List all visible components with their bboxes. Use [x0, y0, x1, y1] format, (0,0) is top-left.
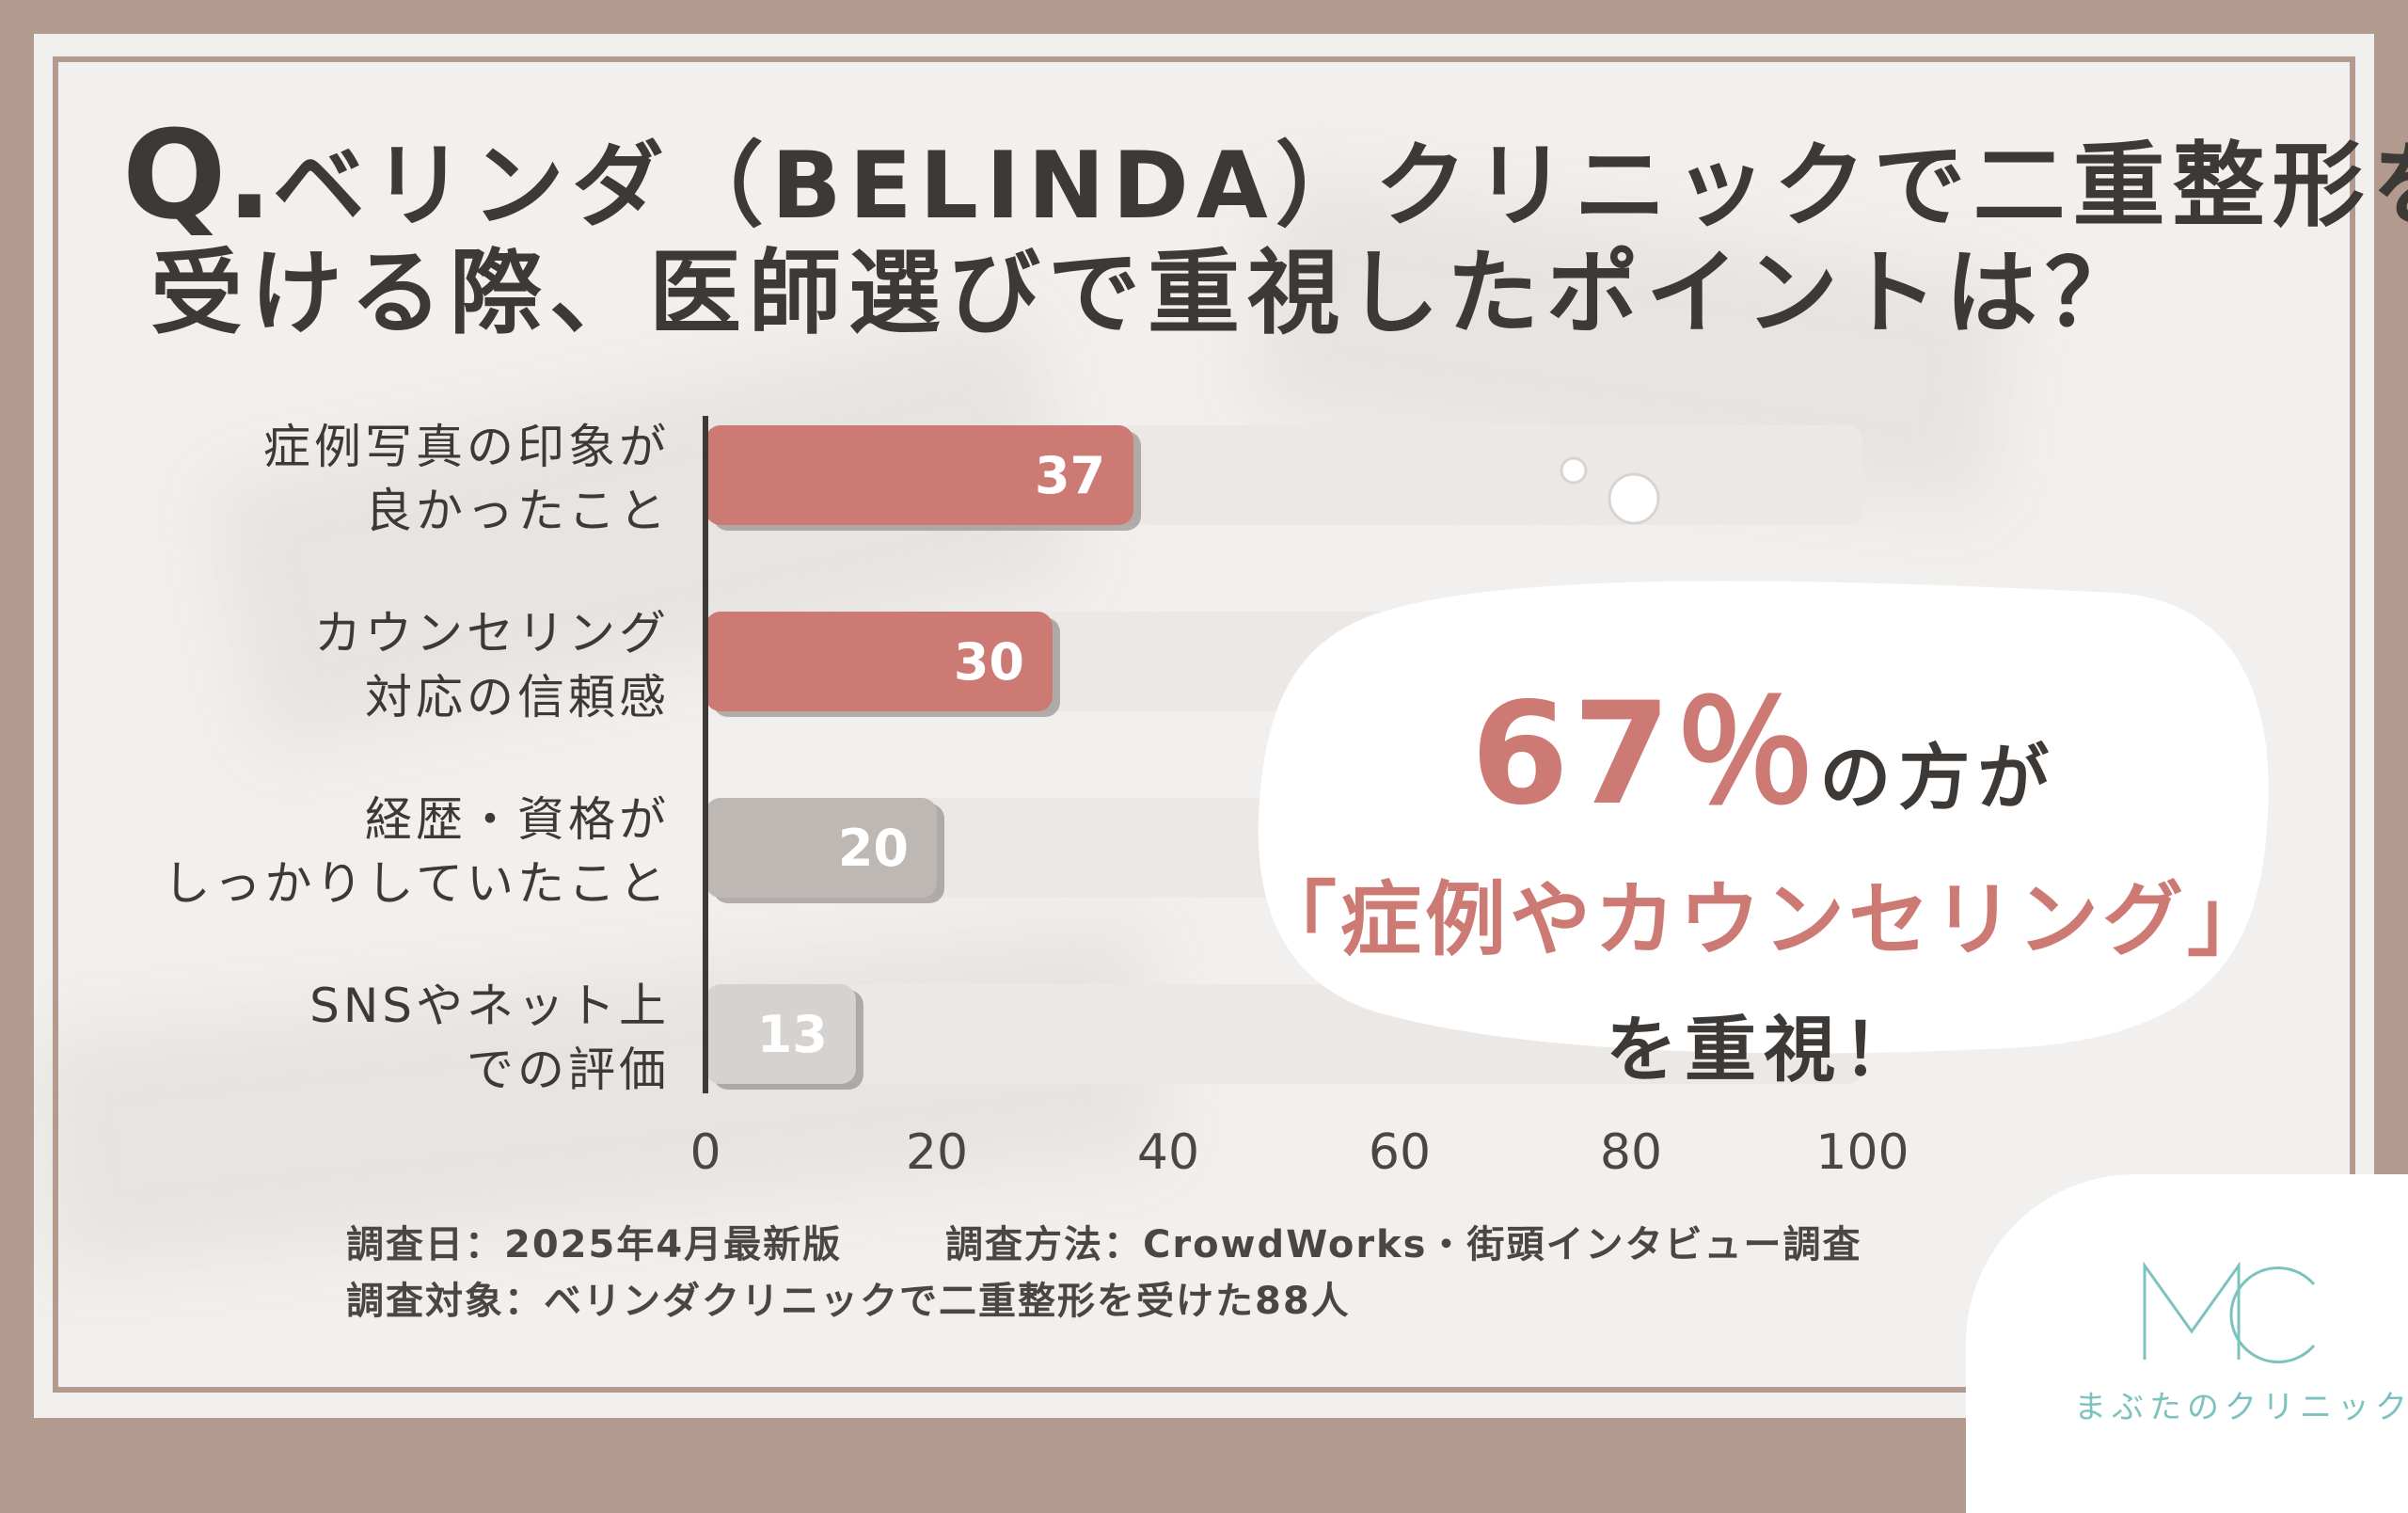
survey-target: 調査対象：ベリンダクリニックで二重整形を受けた88人: [346, 1280, 1351, 1323]
category-label: カウンセリング: [314, 606, 670, 661]
category-label: 良かったこと: [365, 484, 670, 538]
decor-dot-small: [1560, 456, 1588, 485]
title-line-2: 受ける際、医師選びで重視したポイントは？: [150, 240, 2145, 347]
inner-frame: [53, 56, 2355, 1393]
category-label: 対応の信頼感: [365, 670, 670, 725]
x-tick-label: 80: [1600, 1124, 1662, 1181]
bar: [705, 798, 937, 898]
bar: [705, 612, 1053, 711]
category-label: 経歴・資格が: [365, 792, 670, 847]
value-label: 30: [954, 632, 1024, 692]
callout-percent: 67％: [1470, 673, 1820, 836]
x-tick-label: 0: [689, 1124, 721, 1181]
survey-method: 調査方法：CrowdWorks・街頭インタビュー調査: [945, 1223, 1862, 1266]
value-label: 13: [757, 1005, 828, 1064]
x-tick-label: 100: [1815, 1124, 1909, 1181]
decorative-dots: [1560, 456, 1660, 525]
survey-date: 調査日：2025年4月最新版: [346, 1223, 843, 1266]
clinic-logo-name: まぶたのクリニック: [2074, 1389, 2408, 1426]
x-tick-label: 40: [1137, 1124, 1199, 1181]
category-label: SNSやネット上: [309, 979, 670, 1033]
callout-conclusion: を重視！: [1606, 1008, 1922, 1091]
callout-bubble: [1258, 581, 2269, 1054]
callout-text: 67％の方が 「症例やカウンセリング」 を重視！: [1251, 640, 2276, 1095]
value-label: 37: [1035, 446, 1105, 505]
bar: [705, 984, 856, 1084]
callout-highlight: 「症例やカウンセリング」: [1256, 873, 2272, 967]
x-tick-label: 20: [906, 1124, 968, 1181]
title-text-1: ベリンダ（BELINDA）クリニックで二重整形を: [272, 133, 2408, 240]
bar: [705, 425, 1134, 525]
x-tick-label: 60: [1369, 1124, 1431, 1181]
value-label: 20: [838, 819, 909, 878]
decor-dot-large: [1608, 472, 1660, 525]
bars: [705, 425, 1142, 1090]
category-label: での評価: [467, 1043, 670, 1097]
category-labels: 症例写真の印象が良かったことカウンセリング対応の信頼感経歴・資格がしっかりしてい…: [164, 420, 671, 1097]
category-label: 症例写真の印象が: [263, 420, 670, 474]
title-line-1: Q.ベリンダ（BELINDA）クリニックで二重整形を: [122, 104, 2408, 247]
callout-after-percent: の方が: [1819, 736, 2057, 820]
value-labels: 37 30 20 13: [757, 446, 1105, 1064]
clinic-logo-mark: MC: [2143, 1261, 2316, 1363]
category-label: しっかりしていたこと: [164, 856, 671, 911]
x-tick-labels: 0 20 40 60 80 100: [689, 1124, 1909, 1181]
question-mark-label: Q.: [122, 104, 273, 247]
